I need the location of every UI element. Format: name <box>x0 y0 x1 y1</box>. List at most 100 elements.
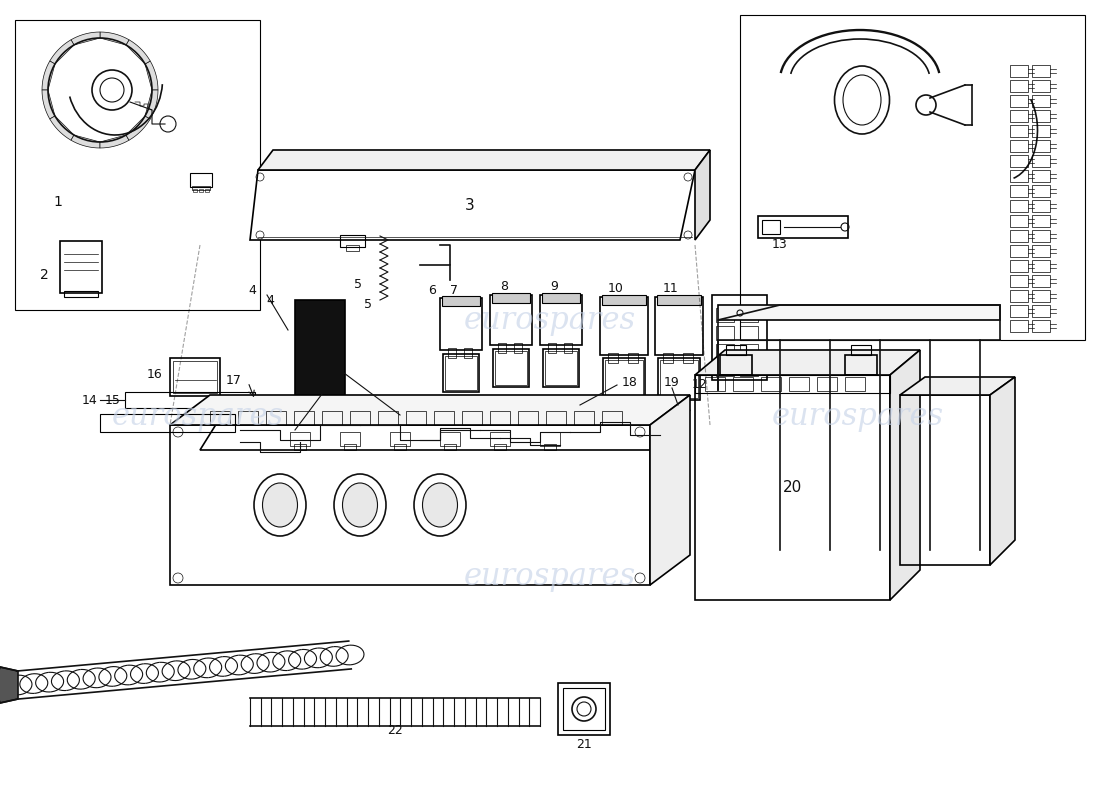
Text: 12: 12 <box>692 378 708 391</box>
Text: 20: 20 <box>782 481 802 495</box>
Polygon shape <box>126 40 151 64</box>
Text: eurospares: eurospares <box>464 561 636 591</box>
Bar <box>726 345 746 355</box>
Bar <box>1010 110 1028 122</box>
Text: 14: 14 <box>82 394 98 406</box>
Bar <box>1032 200 1050 212</box>
Bar <box>608 353 618 363</box>
Bar <box>603 358 645 400</box>
Bar <box>558 683 611 735</box>
Bar <box>657 295 701 305</box>
Polygon shape <box>100 135 129 148</box>
Bar <box>322 411 342 425</box>
Bar <box>716 308 734 322</box>
Bar <box>1010 200 1028 212</box>
Bar <box>1032 65 1050 77</box>
Ellipse shape <box>422 483 458 527</box>
Bar <box>660 360 698 398</box>
Bar <box>1010 275 1028 287</box>
Bar <box>758 216 848 238</box>
Bar <box>602 295 646 305</box>
Polygon shape <box>50 116 74 140</box>
Bar <box>654 297 703 355</box>
Bar <box>705 377 725 391</box>
Ellipse shape <box>342 483 377 527</box>
Bar <box>740 15 1085 340</box>
Ellipse shape <box>263 483 297 527</box>
Bar <box>448 348 456 358</box>
Text: 10: 10 <box>608 282 624 295</box>
Bar <box>628 353 638 363</box>
Bar <box>205 189 209 192</box>
Bar <box>125 392 255 408</box>
Text: 9: 9 <box>550 281 558 294</box>
Bar <box>683 353 693 363</box>
Bar <box>462 411 482 425</box>
Bar <box>1032 275 1050 287</box>
Bar <box>1032 125 1050 137</box>
Bar <box>464 348 472 358</box>
Polygon shape <box>890 350 920 600</box>
Bar <box>1010 290 1028 302</box>
Bar <box>294 444 306 450</box>
Bar <box>600 297 648 355</box>
Bar <box>1032 260 1050 272</box>
Bar <box>900 395 990 565</box>
Bar <box>498 343 506 353</box>
Bar <box>548 343 556 353</box>
Bar <box>1010 65 1028 77</box>
Text: 3: 3 <box>465 198 475 213</box>
Bar <box>1010 170 1028 182</box>
Text: 4: 4 <box>249 283 256 297</box>
Bar <box>1010 80 1028 92</box>
Text: 22: 22 <box>387 723 403 737</box>
Text: 19: 19 <box>664 375 680 389</box>
Bar <box>440 298 482 350</box>
Bar <box>1010 230 1028 242</box>
Bar <box>602 411 621 425</box>
Text: eurospares: eurospares <box>772 401 944 431</box>
Bar <box>434 411 454 425</box>
Bar <box>762 220 780 234</box>
Bar <box>170 425 650 585</box>
Bar <box>192 186 210 190</box>
Bar <box>210 411 230 425</box>
Bar <box>1032 245 1050 257</box>
Polygon shape <box>900 377 1015 395</box>
Bar <box>663 353 673 363</box>
Bar <box>518 411 538 425</box>
Polygon shape <box>145 90 158 119</box>
Bar <box>605 360 643 398</box>
Bar <box>1032 320 1050 332</box>
Text: 15: 15 <box>106 394 121 406</box>
Bar <box>740 362 758 376</box>
Bar <box>199 189 204 192</box>
Polygon shape <box>200 410 690 450</box>
Bar <box>440 432 460 446</box>
Bar <box>740 308 758 322</box>
Bar <box>716 344 734 358</box>
Bar <box>60 241 102 293</box>
Bar <box>789 377 808 391</box>
Bar <box>15 20 260 310</box>
Bar <box>442 296 480 306</box>
Bar <box>1032 170 1050 182</box>
Polygon shape <box>72 32 100 45</box>
Bar <box>564 343 572 353</box>
Polygon shape <box>0 667 18 703</box>
Bar <box>540 295 582 345</box>
Polygon shape <box>695 350 920 375</box>
Text: eurospares: eurospares <box>464 305 636 335</box>
Bar <box>1010 260 1028 272</box>
Polygon shape <box>650 395 690 585</box>
Bar <box>1010 95 1028 107</box>
Bar <box>173 361 217 393</box>
Bar <box>346 245 359 251</box>
Bar <box>1010 320 1028 332</box>
Bar <box>544 351 578 385</box>
Polygon shape <box>126 116 151 140</box>
Bar <box>1032 305 1050 317</box>
Bar <box>446 356 477 390</box>
Bar <box>490 411 510 425</box>
Bar <box>1032 110 1050 122</box>
